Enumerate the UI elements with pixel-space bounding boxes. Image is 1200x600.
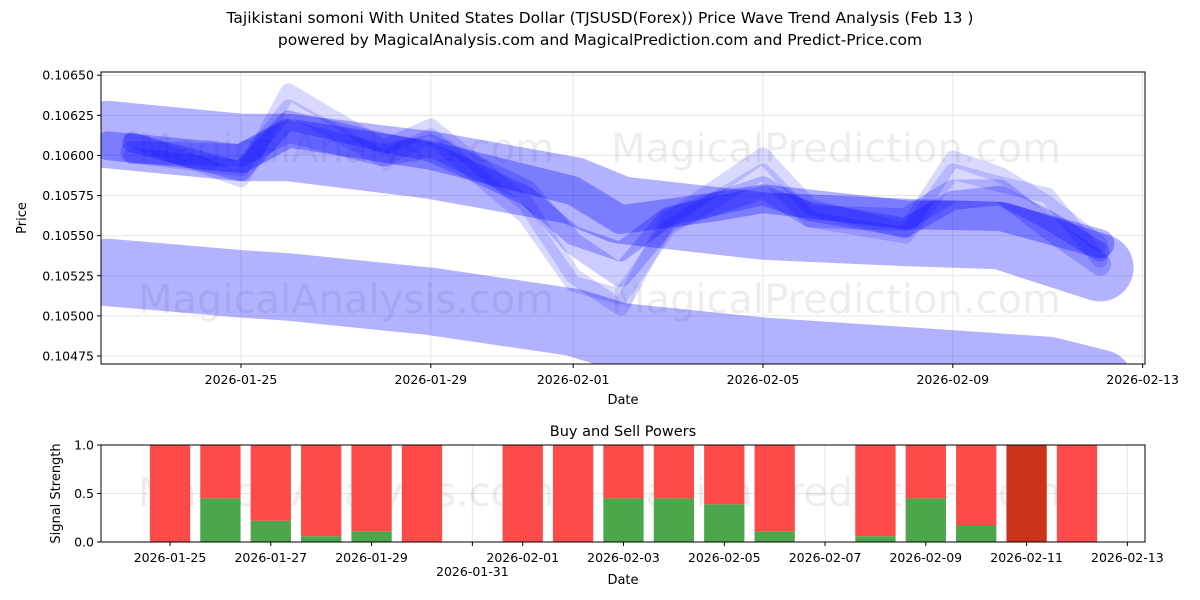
x-tick-label: 2026-02-03 xyxy=(587,550,660,565)
buy-bar-2026-02-09 xyxy=(905,498,946,542)
wave-wave-4 xyxy=(123,99,1108,305)
buy-bar-2026-01-26 xyxy=(200,498,241,542)
sell-bar-2026-02-11 xyxy=(1006,445,1047,542)
x-axis-label: Date xyxy=(607,393,638,408)
y-axis-label: Price xyxy=(15,202,30,234)
wave-lower-band xyxy=(101,238,1128,364)
x-tick-label: 2026-02-09 xyxy=(916,372,989,387)
sell-bar-2026-01-28 xyxy=(301,445,342,537)
sell-bar-2026-02-04 xyxy=(653,445,695,499)
series-group xyxy=(101,83,1134,364)
sell-bar-2026-02-09 xyxy=(905,445,946,499)
buy-bar-2026-01-28 xyxy=(301,536,342,542)
wave-wave-1 xyxy=(101,118,1115,259)
sell-bar-2026-01-30 xyxy=(401,445,443,542)
x-tick-label: 2026-01-27 xyxy=(234,550,307,565)
sell-bar-2026-02-05 xyxy=(704,445,745,505)
sell-bar-2026-02-03 xyxy=(603,445,644,499)
plot-frame xyxy=(100,71,1146,365)
sell-bar-2026-01-29 xyxy=(351,445,392,532)
x-tick-label: 2026-01-29 xyxy=(335,550,408,565)
y-tick-label: 0.10525 xyxy=(42,268,94,283)
sell-bar-2026-02-12 xyxy=(1056,445,1098,542)
sell-bar-2026-02-08 xyxy=(855,445,896,537)
chart-subtitle: powered by MagicalAnalysis.com and Magic… xyxy=(277,31,923,49)
price-plot: MagicalAnalysis.com MagicalPrediction.com… xyxy=(15,68,1179,408)
x-tick-label: 2026-02-01 xyxy=(486,550,559,565)
y-tick-label: 0.0 xyxy=(74,535,94,550)
x-tick-label: 2026-02-07 xyxy=(789,550,862,565)
wave-wave-3 xyxy=(123,83,1108,316)
buy-bar-2026-02-06 xyxy=(754,531,795,542)
y-tick-label: 0.10550 xyxy=(42,228,94,243)
y-tick-label: 0.10600 xyxy=(42,148,94,163)
watermark: MagicalPrediction.com xyxy=(611,126,1061,172)
wave-upper-band xyxy=(101,100,1134,302)
sell-bar-2026-02-02 xyxy=(552,445,594,542)
watermark: MagicalAnalysis.com xyxy=(138,277,554,323)
x-tick-label: 2026-01-25 xyxy=(205,372,278,387)
sell-bar-2026-01-25 xyxy=(149,445,191,542)
buy-bar-2026-01-29 xyxy=(351,531,392,542)
x-tick-label: 2026-02-09 xyxy=(889,550,962,565)
x-tick-label: 2026-02-05 xyxy=(727,372,800,387)
buy-bar-2026-02-10 xyxy=(956,525,997,542)
x-axis-label: Date xyxy=(607,573,638,588)
sell-bar-2026-02-10 xyxy=(956,445,997,526)
sell-bar-2026-01-26 xyxy=(200,445,241,499)
x-tick-label: 2026-01-31 xyxy=(436,564,509,579)
signal-plot: MagicalAnalysis.com MagicalPrediction.com… xyxy=(49,424,1164,588)
sell-bar-2026-01-27 xyxy=(250,445,291,521)
x-tick-label: 2026-01-25 xyxy=(134,550,207,565)
y-tick-label: 0.10625 xyxy=(42,108,94,123)
x-tick-label: 2026-02-05 xyxy=(688,550,761,565)
sell-bar-2026-02-06 xyxy=(754,445,795,532)
sell-bar-2026-02-01 xyxy=(502,445,543,542)
x-tick-label: 2026-01-29 xyxy=(394,372,467,387)
y-tick-label: 0.5 xyxy=(74,486,94,501)
x-tick-label: 2026-02-13 xyxy=(1106,372,1179,387)
watermark: MagicalPrediction.com xyxy=(611,277,1061,323)
subplot-title: Buy and Sell Powers xyxy=(550,424,696,440)
y-tick-label: 0.10475 xyxy=(42,348,94,363)
buy-bar-2026-02-08 xyxy=(855,536,896,542)
buy-bar-2026-01-27 xyxy=(250,520,291,542)
y-tick-label: 1.0 xyxy=(74,438,94,453)
wave-wave-5 xyxy=(120,120,1112,288)
watermark: MagicalAnalysis.com xyxy=(138,126,554,172)
y-axis-label: Signal Strength xyxy=(49,443,64,543)
x-tick-label: 2026-02-13 xyxy=(1091,550,1164,565)
chart-title: Tajikistani somoni With United States Do… xyxy=(226,9,974,27)
wave-wave-2 xyxy=(122,110,1110,262)
buy-bar-2026-02-04 xyxy=(653,498,695,542)
buy-bar-2026-02-03 xyxy=(603,498,644,542)
y-tick-label: 0.10575 xyxy=(42,188,94,203)
y-tick-label: 0.10650 xyxy=(42,68,94,83)
x-tick-label: 2026-02-01 xyxy=(537,372,610,387)
x-tick-label: 2026-02-11 xyxy=(990,550,1063,565)
y-tick-label: 0.10500 xyxy=(42,308,94,323)
buy-bar-2026-02-05 xyxy=(704,504,745,542)
